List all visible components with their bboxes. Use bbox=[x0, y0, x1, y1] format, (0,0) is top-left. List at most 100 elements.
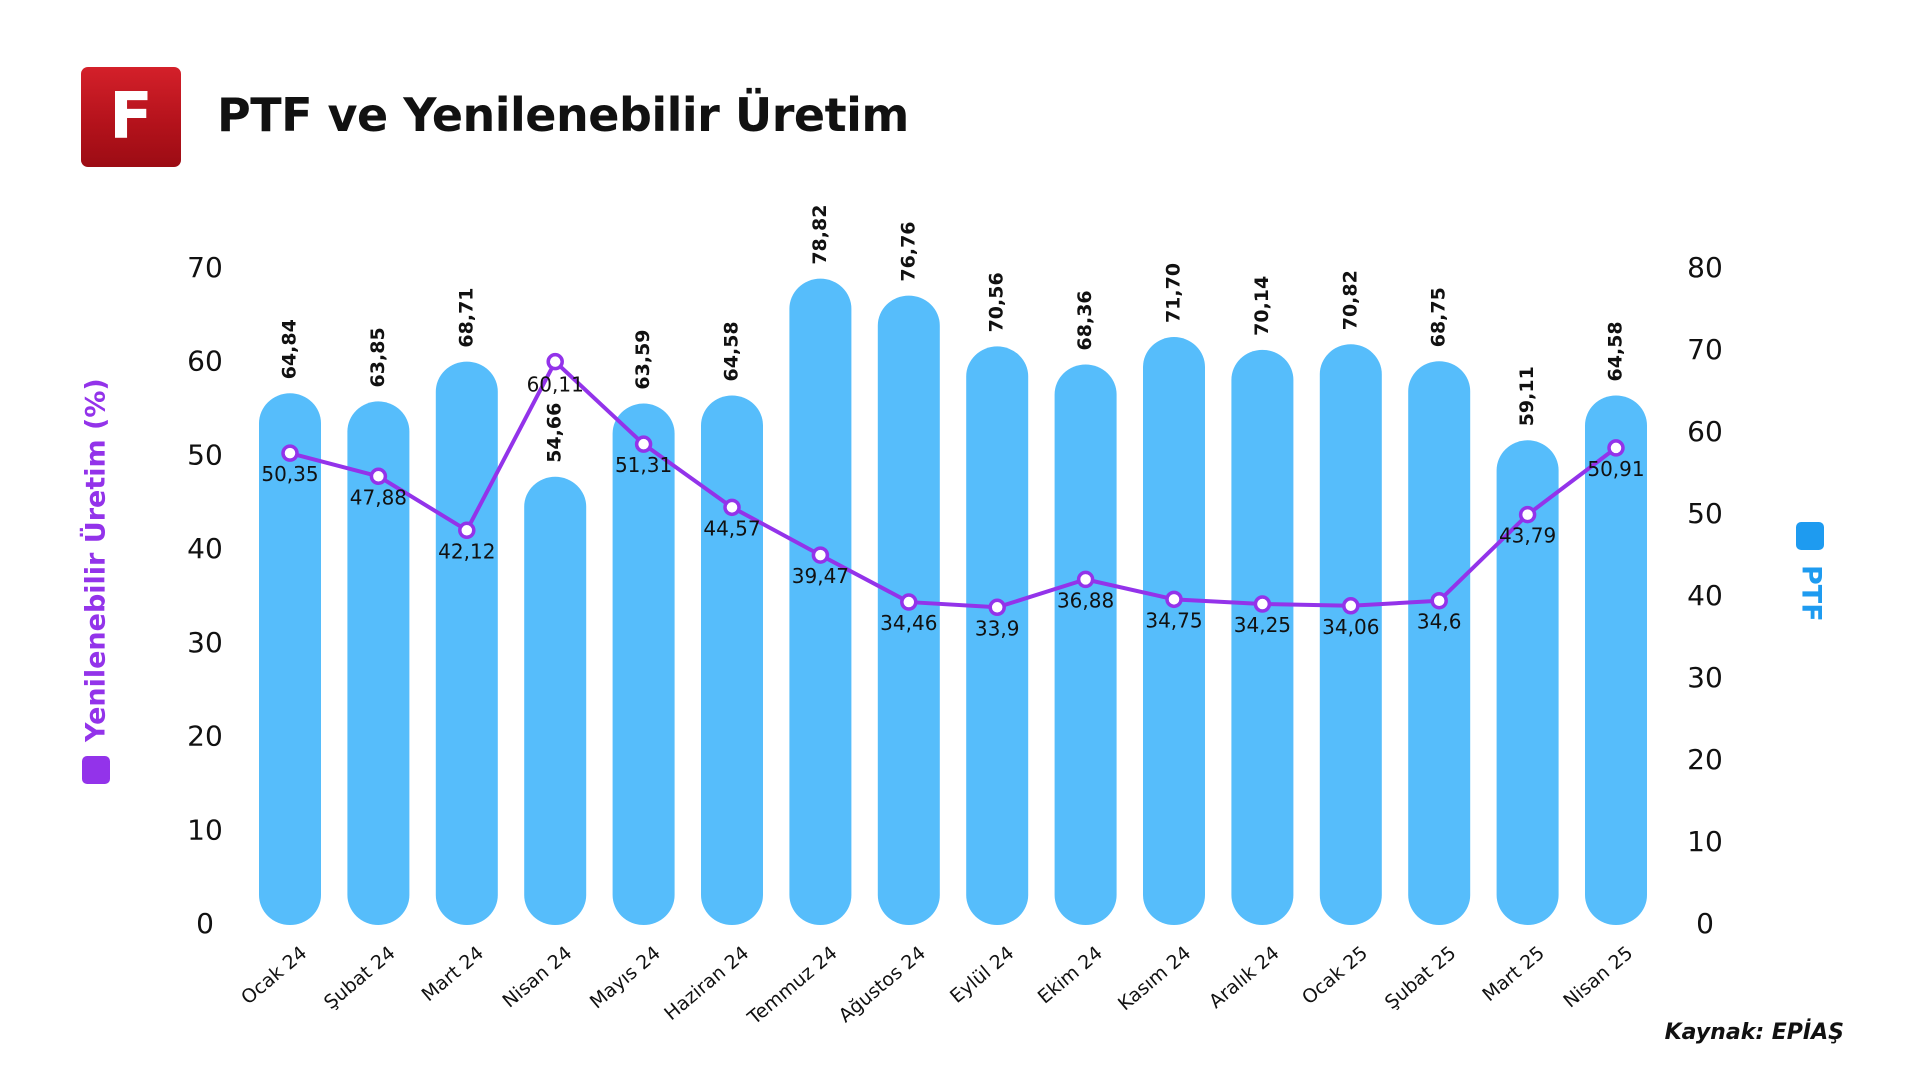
left-tick-label-5: 50 bbox=[187, 438, 223, 471]
right-tick-label-2: 20 bbox=[1687, 743, 1723, 776]
ptf-bar-group: 64,84 63,85 68,71 54,66 63,59 64,58 78,82 76,76… bbox=[259, 205, 1647, 926]
ptf-value-label-1: 63,85 bbox=[367, 327, 389, 387]
right-tick-label-0: 0 bbox=[1696, 907, 1714, 940]
renewable-point-12 bbox=[1342, 597, 1360, 615]
x-tick-label-3: Nisan 24 bbox=[498, 942, 576, 1012]
renewable-value-label-13: 34,6 bbox=[1417, 610, 1462, 634]
renewable-value-label-14: 43,79 bbox=[1499, 524, 1556, 548]
renewable-point-2 bbox=[458, 521, 476, 540]
renewable-point-0 bbox=[281, 444, 299, 462]
renewable-point-11 bbox=[1253, 595, 1272, 613]
ptf-bar-6 bbox=[789, 278, 852, 925]
x-tick-label-6: Temmuz 24 bbox=[743, 942, 842, 1030]
x-tick-label-9: Ekim 24 bbox=[1034, 942, 1107, 1008]
x-tick-label-8: Eylül 24 bbox=[946, 942, 1018, 1008]
ptf-value-label-4: 63,59 bbox=[632, 329, 654, 389]
left-axis-title: Yenilenebilir Üretim (%) bbox=[79, 378, 112, 743]
source-note: Kaynak: EPİAŞ bbox=[1664, 1020, 1844, 1045]
left-tick-label-7: 70 bbox=[187, 251, 223, 284]
ptf-bar-9 bbox=[1054, 364, 1117, 925]
ptf-bar-15 bbox=[1585, 395, 1647, 926]
renewable-point-8 bbox=[988, 598, 1006, 617]
right-tick-label-5: 50 bbox=[1687, 497, 1723, 530]
right-tick-label-7: 70 bbox=[1687, 333, 1723, 366]
ptf-bar-10 bbox=[1143, 337, 1205, 925]
ptf-value-label-12: 70,82 bbox=[1339, 270, 1361, 330]
left-legend-swatch bbox=[82, 756, 110, 784]
left-tick-label-2: 20 bbox=[187, 720, 223, 753]
renewable-value-label-12: 34,06 bbox=[1322, 615, 1379, 639]
right-tick-label-6: 60 bbox=[1687, 415, 1723, 448]
right-axis-title: PTF bbox=[1796, 565, 1827, 622]
right-legend-swatch bbox=[1796, 522, 1824, 550]
renewable-value-label-10: 34,75 bbox=[1145, 608, 1202, 632]
renewable-point-3 bbox=[546, 352, 564, 371]
ptf-bar-8 bbox=[966, 346, 1029, 926]
x-tick-label-1: Şubat 24 bbox=[320, 942, 400, 1014]
x-tick-label-0: Ocak 24 bbox=[237, 942, 311, 1009]
renewable-point-15 bbox=[1607, 439, 1625, 457]
ptf-value-label-11: 70,14 bbox=[1251, 276, 1273, 336]
renewable-point-13 bbox=[1430, 591, 1448, 610]
ptf-bar-11 bbox=[1231, 349, 1294, 925]
ptf-value-label-6: 78,82 bbox=[809, 205, 831, 265]
axes-group: Ocak 24 Şubat 24 Mart 24 Nisan 24 Mayıs 24Ha… bbox=[79, 251, 1827, 1030]
ptf-value-label-9: 68,36 bbox=[1074, 290, 1096, 350]
ptf-value-label-2: 68,71 bbox=[455, 287, 477, 347]
renewable-point-9 bbox=[1076, 570, 1095, 589]
right-tick-label-3: 30 bbox=[1687, 661, 1723, 694]
right-tick-label-1: 10 bbox=[1687, 825, 1723, 858]
ptf-bar-4 bbox=[612, 403, 675, 925]
left-tick-label-1: 10 bbox=[187, 813, 223, 846]
renewable-value-label-5: 44,57 bbox=[703, 516, 760, 540]
x-tick-label-14: Mart 25 bbox=[1478, 942, 1548, 1006]
x-tick-label-13: Şubat 25 bbox=[1381, 942, 1461, 1014]
ptf-value-label-10: 71,70 bbox=[1163, 263, 1185, 323]
x-tick-label-11: Aralık 24 bbox=[1205, 942, 1284, 1013]
renewable-value-label-15: 50,91 bbox=[1587, 457, 1644, 481]
ptf-value-label-15: 64,58 bbox=[1605, 321, 1627, 381]
ptf-bar-13 bbox=[1408, 361, 1471, 925]
renewable-point-6 bbox=[811, 546, 830, 564]
renewable-point-1 bbox=[369, 467, 388, 486]
renewable-point-7 bbox=[900, 593, 918, 611]
x-tick-label-7: Ağustos 24 bbox=[835, 942, 930, 1027]
left-tick-label-0: 0 bbox=[196, 907, 214, 940]
x-tick-label-2: Mart 24 bbox=[418, 942, 488, 1006]
ptf-value-label-14: 59,11 bbox=[1516, 366, 1538, 426]
ptf-bar-12 bbox=[1319, 344, 1382, 925]
renewable-value-label-3: 60,11 bbox=[527, 373, 584, 397]
renewable-value-label-7: 34,46 bbox=[880, 611, 937, 635]
ptf-bar-0 bbox=[259, 393, 321, 925]
page-title: PTF ve Yenilenebilir Üretim bbox=[217, 88, 909, 142]
ptf-bar-3 bbox=[524, 476, 587, 925]
renewable-point-10 bbox=[1165, 590, 1183, 609]
left-tick-label-6: 60 bbox=[187, 345, 223, 378]
x-tick-label-12: Ocak 25 bbox=[1298, 942, 1372, 1009]
renewable-value-label-11: 34,25 bbox=[1234, 613, 1291, 637]
x-tick-label-5: Haziran 24 bbox=[660, 942, 753, 1025]
renewable-point-14 bbox=[1518, 505, 1537, 524]
ptf-bar-2 bbox=[435, 361, 498, 925]
right-tick-label-4: 40 bbox=[1687, 579, 1723, 612]
ptf-value-label-3: 54,66 bbox=[544, 403, 566, 463]
brand-logo: F bbox=[81, 67, 181, 167]
ptf-value-label-0: 64,84 bbox=[279, 319, 301, 379]
logo-letter: F bbox=[109, 80, 153, 154]
ptf-bar-1 bbox=[347, 401, 410, 925]
renewable-value-label-9: 36,88 bbox=[1057, 588, 1114, 612]
ptf-value-label-8: 70,56 bbox=[986, 272, 1008, 332]
left-tick-label-3: 30 bbox=[187, 626, 223, 659]
right-tick-label-8: 80 bbox=[1687, 251, 1723, 284]
renewable-value-label-0: 50,35 bbox=[261, 462, 318, 486]
renewable-point-5 bbox=[723, 498, 741, 517]
renewable-value-label-2: 42,12 bbox=[438, 539, 495, 563]
x-tick-label-15: Nisan 25 bbox=[1559, 942, 1637, 1012]
x-tick-label-4: Mayıs 24 bbox=[586, 942, 665, 1013]
renewable-value-label-1: 47,88 bbox=[350, 485, 407, 509]
ptf-bar-5 bbox=[701, 395, 763, 926]
ptf-value-label-13: 68,75 bbox=[1428, 287, 1450, 347]
ptf-value-label-7: 76,76 bbox=[897, 221, 919, 281]
ptf-value-label-5: 64,58 bbox=[721, 321, 743, 381]
